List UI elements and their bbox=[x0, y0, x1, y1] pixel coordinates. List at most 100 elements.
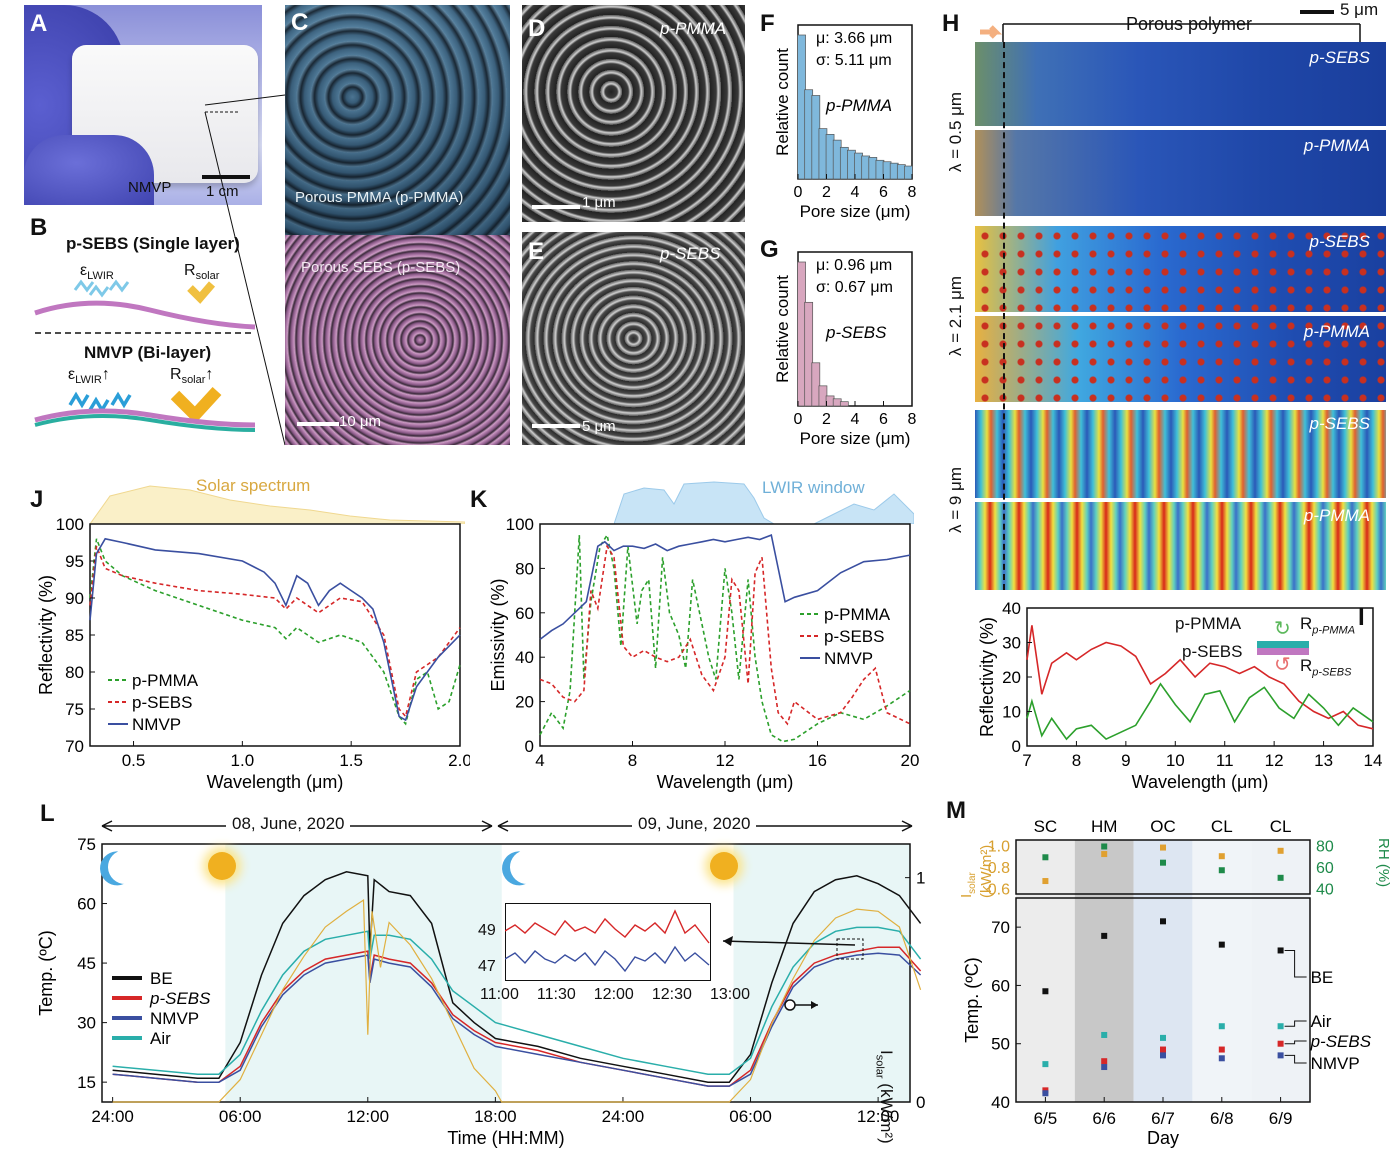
x-tick-label: 4 bbox=[851, 411, 860, 428]
panel-label-m: M bbox=[946, 797, 966, 824]
mu-label: μ: 0.96 μm bbox=[816, 257, 892, 274]
scale-bar-d bbox=[532, 205, 580, 209]
condition-label: CL bbox=[1211, 817, 1233, 836]
data-point bbox=[1160, 844, 1166, 851]
x-tick-label: 9 bbox=[1121, 751, 1130, 770]
zoom-lines-a-c bbox=[204, 94, 286, 446]
x-tick-label: 12 bbox=[1265, 751, 1284, 770]
data-point bbox=[1277, 1052, 1284, 1059]
x-tick-label: 8 bbox=[628, 751, 637, 770]
panel-label-g: G bbox=[760, 236, 779, 263]
sigma-label: σ: 5.11 μm bbox=[816, 52, 892, 69]
l-inset-ytick-47: 47 bbox=[478, 958, 496, 975]
panel-label-f: F bbox=[760, 10, 775, 37]
isolar-line bbox=[112, 899, 922, 1103]
histogram-bar bbox=[839, 401, 849, 407]
legend-label: p-SEBS bbox=[149, 989, 211, 1008]
sem-pmma-name: p-PMMA bbox=[660, 19, 727, 38]
chart-k: 4 8 12 16 20 0 20 40 60 80 100 Wavelength (μm) Emiss… bbox=[488, 515, 920, 792]
sem-pmma-surface: D p-PMMA 1 μm bbox=[522, 5, 745, 222]
data-point bbox=[1218, 1023, 1225, 1030]
x-tick-label: 2 bbox=[822, 184, 831, 201]
y-tick-label: 20 bbox=[1002, 668, 1021, 687]
x-tick-label: 06:00 bbox=[219, 1107, 262, 1126]
scale-label-a: 1 cm bbox=[206, 183, 239, 200]
sem-sebs-surface: E p-SEBS 5 μm bbox=[522, 232, 745, 445]
series-line bbox=[1026, 682, 1374, 741]
photo-nmvp: NMVP 1 cm bbox=[24, 5, 262, 205]
data-point bbox=[1160, 1052, 1166, 1059]
y-tick-label: 70 bbox=[65, 737, 84, 756]
j-solar-spectrum-label: Solar spectrum bbox=[196, 476, 311, 495]
h-sim-9-pmma: p-PMMA bbox=[975, 502, 1386, 590]
x-axis-label: Time (HH:MM) bbox=[447, 1128, 564, 1148]
right-y-tick-label: 0 bbox=[916, 1093, 925, 1112]
h-scale-label: 5 μm bbox=[1340, 0, 1379, 19]
data-point bbox=[1101, 851, 1108, 858]
h-sim-9-pmma-label: p-PMMA bbox=[1303, 506, 1370, 525]
b-diagram bbox=[34, 279, 256, 432]
mu-label: μ: 3.66 μm bbox=[816, 30, 892, 47]
data-point bbox=[1042, 1061, 1049, 1068]
series-label: Air bbox=[1311, 1012, 1332, 1031]
data-point bbox=[1277, 874, 1284, 881]
x-tick-label: 12:00 bbox=[347, 1107, 390, 1126]
y-tick-label: 40 bbox=[991, 1093, 1010, 1112]
b-eps-top: εLWIR bbox=[80, 262, 114, 283]
x-tick-label: 2 bbox=[822, 411, 831, 428]
series-line bbox=[89, 545, 461, 719]
x-tick-label: 13 bbox=[1314, 751, 1333, 770]
data-point bbox=[1160, 859, 1166, 866]
scale-bar-a bbox=[202, 175, 250, 179]
h-sim-21-sebs: p-SEBS bbox=[975, 226, 1386, 312]
y-axis-label: Reflectivity (%) bbox=[36, 575, 56, 695]
scale-bar-c bbox=[297, 422, 339, 426]
panel-label-j: J bbox=[30, 486, 44, 513]
h-bracket bbox=[980, 23, 1361, 42]
label-leader bbox=[1284, 1020, 1307, 1027]
l-inset-xtick: 11:30 bbox=[536, 986, 576, 1003]
h-sim-05-sebs: p-SEBS bbox=[975, 42, 1386, 126]
data-point bbox=[1042, 1090, 1049, 1097]
h-sim-21-pmma: p-PMMA bbox=[975, 316, 1386, 402]
data-point bbox=[1218, 1046, 1225, 1053]
panel-label-l: L bbox=[40, 800, 55, 827]
series-label: p-SEBS bbox=[1310, 1032, 1372, 1051]
h-interface-line bbox=[1003, 42, 1005, 590]
b-eps-bottom: εLWIR↑ bbox=[68, 366, 110, 387]
legend-label: BE bbox=[150, 969, 173, 988]
x-tick-label: 0 bbox=[794, 184, 803, 201]
data-point bbox=[1218, 867, 1225, 874]
b-bilayer-top bbox=[34, 408, 256, 428]
x-tick-label: 4 bbox=[535, 751, 544, 770]
x-tick-label: 6/5 bbox=[1034, 1109, 1058, 1128]
y-tick-label: 100 bbox=[56, 515, 84, 534]
chart-i: 7 8 9 10 11 12 13 14 0 10 20 30 40 Wavelength (μm) Ref… bbox=[977, 599, 1382, 792]
l-inset-lines bbox=[505, 909, 710, 973]
scale-label-c: 10 μm bbox=[339, 413, 381, 430]
i-r-pmma: Rp-PMMA bbox=[1300, 614, 1356, 637]
l-inset-xticks: 11:00 11:30 12:00 12:30 13:00 bbox=[480, 986, 750, 1004]
condition-label: OC bbox=[1150, 817, 1176, 836]
sem-sebs-layer bbox=[285, 235, 510, 445]
m-right-axis-label: RH (%) bbox=[1375, 838, 1392, 888]
sigma-label: σ: 0.67 μm bbox=[816, 279, 893, 296]
data-point bbox=[1160, 1034, 1166, 1041]
b-bottom-title: NMVP (Bi-layer) bbox=[84, 343, 212, 362]
data-point bbox=[1218, 853, 1225, 860]
data-point bbox=[1101, 1064, 1108, 1071]
b-bilayer-bottom bbox=[34, 414, 256, 432]
condition-label: HM bbox=[1091, 817, 1117, 836]
x-axis-label: Wavelength (μm) bbox=[657, 772, 794, 792]
top-left-tick-label: 0.8 bbox=[988, 860, 1010, 877]
condition-band bbox=[1192, 840, 1252, 1102]
top-right-tick-label: 80 bbox=[1316, 838, 1334, 855]
data-point bbox=[1160, 918, 1166, 925]
x-tick-label: 20 bbox=[901, 751, 920, 770]
data-point bbox=[1218, 1055, 1225, 1062]
daytime-band bbox=[225, 844, 502, 1102]
y-tick-label: 50 bbox=[991, 1035, 1010, 1054]
histogram-bar bbox=[811, 362, 821, 407]
panel-label-c: C bbox=[291, 9, 309, 36]
x-tick-label: 6/7 bbox=[1151, 1109, 1175, 1128]
